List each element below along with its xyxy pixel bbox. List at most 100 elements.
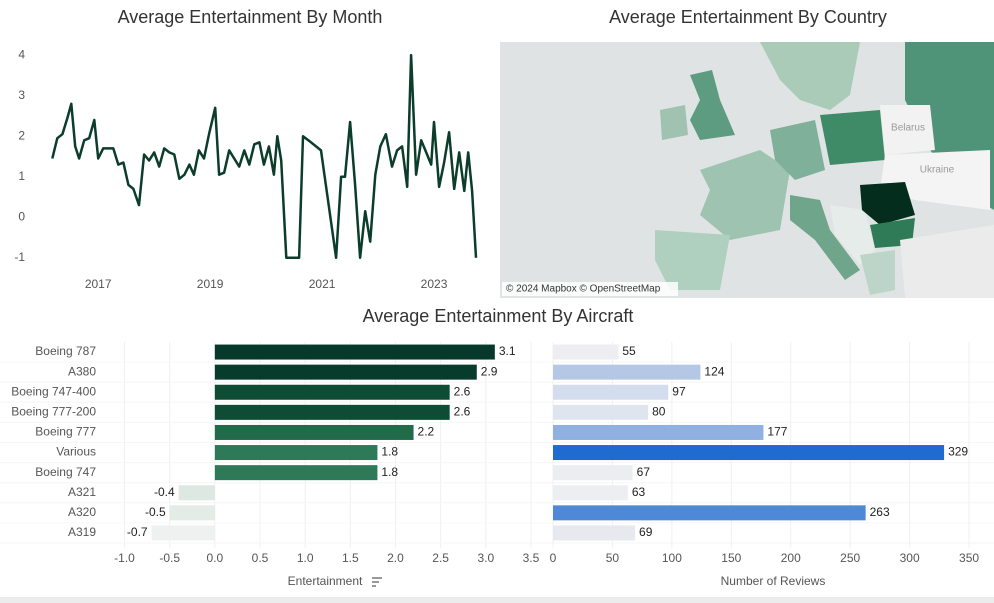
country (860, 250, 895, 295)
bottom-strip (0, 597, 994, 603)
x-tick-label: -1.0 (114, 551, 135, 565)
y-tick-label: 0 (18, 209, 25, 223)
country (860, 182, 915, 225)
value-label: 329 (948, 445, 968, 459)
category-label: A320 (68, 505, 96, 519)
country (830, 205, 875, 265)
country (700, 150, 790, 240)
bar (214, 384, 450, 400)
value-label: -0.7 (127, 525, 148, 539)
country (690, 70, 735, 140)
y-tick-label: 2 (18, 128, 25, 142)
bar (214, 364, 477, 380)
attribution: © 2024 Mapbox © OpenStreetMap (506, 284, 661, 295)
value-label: 263 (870, 505, 890, 519)
x-tick-label: 100 (662, 551, 682, 565)
x-tick-label: 50 (606, 551, 620, 565)
value-label: 124 (704, 364, 724, 378)
value-label: -0.5 (145, 505, 166, 519)
y-tick-label: -1 (14, 250, 25, 264)
country (790, 195, 860, 280)
chart-title: Average Entertainment By Country (609, 7, 887, 27)
value-label: 55 (622, 344, 636, 358)
country (660, 105, 688, 140)
x-tick-label: 300 (900, 551, 920, 565)
value-label: 69 (639, 525, 653, 539)
country (760, 42, 860, 110)
value-label: 2.9 (481, 364, 498, 378)
bar (214, 424, 414, 440)
bar (553, 485, 628, 501)
attribution-box (502, 282, 678, 296)
value-label: 2.6 (454, 405, 471, 419)
bar (214, 404, 450, 420)
x-tick-label: 2021 (309, 277, 336, 291)
category-label: A380 (68, 364, 96, 378)
category-label: Boeing 747-400 (11, 384, 96, 398)
x-tick-label: 3.0 (477, 551, 494, 565)
chart-title: Average Entertainment By Month (118, 7, 383, 27)
value-label: 2.6 (454, 384, 471, 398)
category-label: Boeing 777 (35, 425, 96, 439)
country (655, 230, 730, 290)
value-label: 3.1 (499, 344, 516, 358)
bar (214, 445, 378, 461)
bar (214, 344, 495, 360)
x-tick-label: 150 (721, 551, 741, 565)
category-label: Boeing 747 (35, 465, 96, 479)
country (880, 105, 935, 155)
bar (553, 424, 764, 440)
value-label: 1.8 (381, 465, 398, 479)
bar (553, 525, 636, 541)
value-label: 67 (637, 465, 651, 479)
bar (151, 525, 215, 541)
value-label: 97 (672, 384, 686, 398)
value-label: 2.2 (418, 425, 435, 439)
map: Belarus Ukraine © 2024 Mapbox © OpenStre… (500, 42, 994, 298)
x-tick-label: 0 (550, 551, 557, 565)
bar (214, 465, 378, 481)
y-tick-label: 4 (18, 47, 25, 61)
x-tick-label: 350 (959, 551, 979, 565)
country (900, 225, 994, 298)
x-tick-label: 1.5 (342, 551, 359, 565)
y-tick-label: 3 (18, 88, 25, 102)
chart-title: Average Entertainment By Aircraft (363, 306, 634, 326)
x-tick-label: 2017 (85, 277, 112, 291)
x-tick-label: 3.5 (523, 551, 540, 565)
value-label: 177 (767, 425, 787, 439)
map-label: Ukraine (920, 165, 955, 176)
x-tick-label: 2023 (421, 277, 448, 291)
x-tick-label: 2.5 (432, 551, 449, 565)
sort-icon[interactable] (372, 577, 382, 587)
map-label: Belarus (891, 123, 925, 134)
x-tick-label: 1.0 (297, 551, 314, 565)
bar (553, 384, 669, 400)
x-tick-label: 250 (840, 551, 860, 565)
x-tick-label: 2019 (197, 277, 224, 291)
bar (553, 404, 649, 420)
bar (178, 485, 215, 501)
category-label: A319 (68, 525, 96, 539)
x-tick-label: 0.0 (206, 551, 223, 565)
value-label: 63 (632, 485, 646, 499)
x-tick-label: -0.5 (159, 551, 180, 565)
value-label: -0.4 (154, 485, 175, 499)
x-tick-label: 200 (781, 551, 801, 565)
axis-title: Entertainment (288, 574, 363, 588)
y-tick-label: 1 (18, 169, 25, 183)
category-label: Boeing 787 (35, 344, 96, 358)
bar (553, 344, 619, 360)
country (820, 110, 885, 165)
bar (553, 445, 945, 461)
x-tick-label: 2.0 (387, 551, 404, 565)
line (51, 53, 478, 260)
category-label: A321 (68, 485, 96, 499)
x-tick-label: 0.5 (252, 551, 269, 565)
value-label: 1.8 (381, 445, 398, 459)
bar (169, 505, 215, 521)
category-label: Boeing 777-200 (11, 405, 96, 419)
bar (553, 505, 866, 521)
bar (553, 364, 701, 380)
